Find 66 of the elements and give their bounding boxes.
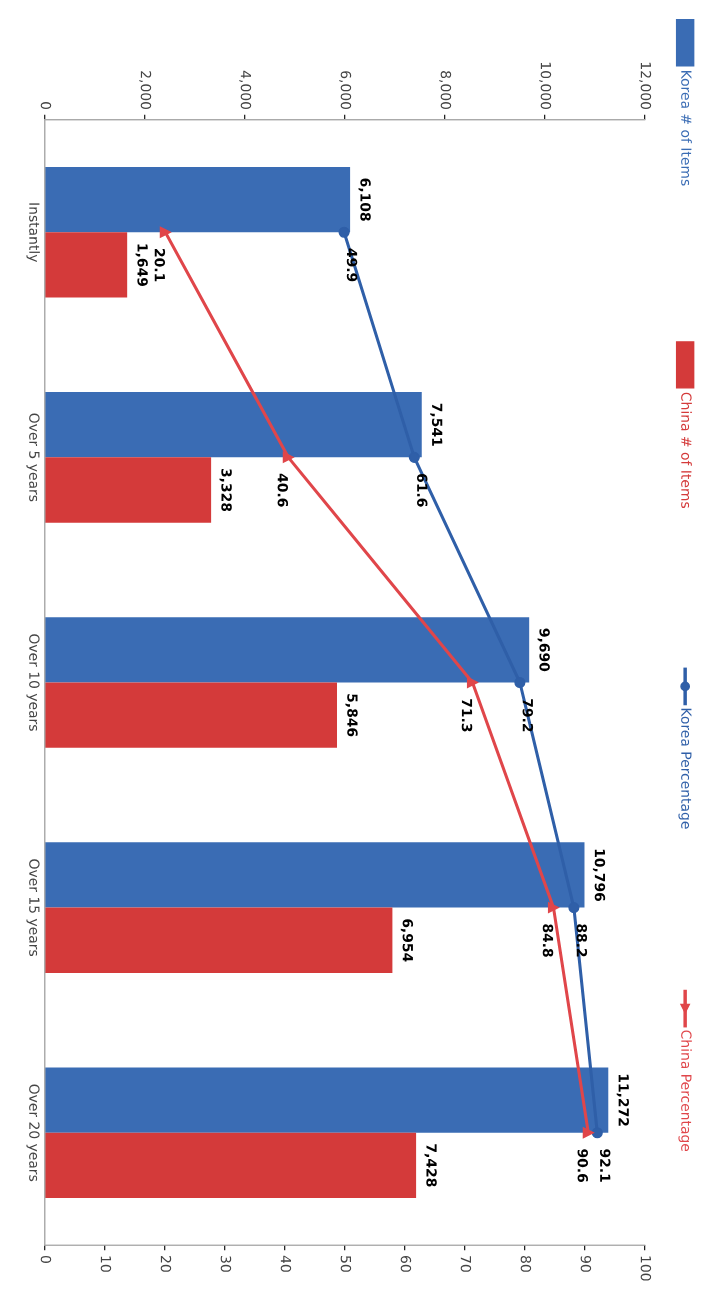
x2-tick-label: 80 <box>520 1255 532 1272</box>
bar <box>44 617 530 683</box>
bar <box>44 682 338 748</box>
point <box>338 226 350 238</box>
x-tick-label: 10,000 <box>539 62 552 110</box>
x-tick-label: 12,000 <box>639 62 652 110</box>
y-tick-label: Over 10 years <box>26 634 40 731</box>
x2-tick-label: 20 <box>160 1256 172 1272</box>
bar <box>44 1067 609 1133</box>
point <box>514 676 526 689</box>
data-label: 71.3 <box>461 699 473 732</box>
x-tick-label: 2,000 <box>139 71 152 110</box>
x-tick-label: 0 <box>40 102 52 110</box>
data-label: 6,954 <box>400 919 414 962</box>
bar <box>44 842 585 908</box>
data-label: 5,846 <box>345 694 358 737</box>
data-label: 7,428 <box>424 1144 437 1187</box>
data-label: 79.2 <box>522 699 534 732</box>
data-label: 92.1 <box>599 1149 611 1182</box>
point <box>591 1127 603 1139</box>
text: Korea Percentage <box>678 708 692 829</box>
point <box>547 902 560 914</box>
y-tick-label: Over 5 years <box>26 413 40 502</box>
y-tick-label: Over 15 years <box>26 859 40 956</box>
bar <box>44 457 212 523</box>
data-label: 1,649 <box>135 244 148 286</box>
bar <box>44 166 351 233</box>
data-label: 20.1 <box>154 249 166 282</box>
point <box>159 226 171 238</box>
data-label: 90.6 <box>577 1149 589 1183</box>
bar <box>44 392 422 458</box>
x-tick-label: 4,000 <box>239 70 252 110</box>
point <box>568 902 580 914</box>
data-label: 3,328 <box>219 468 232 512</box>
data-label: 6,108 <box>358 178 371 221</box>
y-tick-label: Over 20 years <box>26 1084 40 1182</box>
data-label: 9,690 <box>537 628 550 672</box>
x2-tick-label: 0 <box>40 1255 52 1263</box>
data-label: 7,541 <box>430 403 443 446</box>
text: Korea # of Items <box>681 71 692 186</box>
data-label: 11,272 <box>616 1074 629 1126</box>
text: China # of Items <box>681 392 692 508</box>
text: China Percentage <box>678 1030 692 1152</box>
bar <box>44 232 128 298</box>
bar <box>44 1132 417 1199</box>
x2-tick-label: 60 <box>400 1256 412 1272</box>
data-label: 88.2 <box>576 924 588 957</box>
y-tick-label: Instantly <box>26 203 40 263</box>
point <box>582 1127 594 1139</box>
x2-tick-label: 40 <box>280 1255 292 1272</box>
x-tick-label: 8,000 <box>439 71 452 110</box>
point <box>282 451 294 463</box>
x2-tick-label: 70 <box>460 1256 472 1272</box>
x2-tick-label: 100 <box>640 1256 652 1281</box>
data-label: 40.6 <box>277 473 289 507</box>
point <box>408 451 420 463</box>
x2-tick-label: 50 <box>340 1256 352 1272</box>
data-label: 61.6 <box>416 473 428 507</box>
bar <box>44 907 393 973</box>
x2-tick-label: 90 <box>580 1255 592 1272</box>
x-tick-label: 6,000 <box>339 71 352 110</box>
x2-tick-label: 30 <box>220 1256 232 1272</box>
data-label: 84.8 <box>542 924 554 957</box>
x2-tick-label: 10 <box>100 1256 112 1272</box>
data-label: 49.9 <box>346 248 358 282</box>
data-label: 10,796 <box>592 849 606 902</box>
